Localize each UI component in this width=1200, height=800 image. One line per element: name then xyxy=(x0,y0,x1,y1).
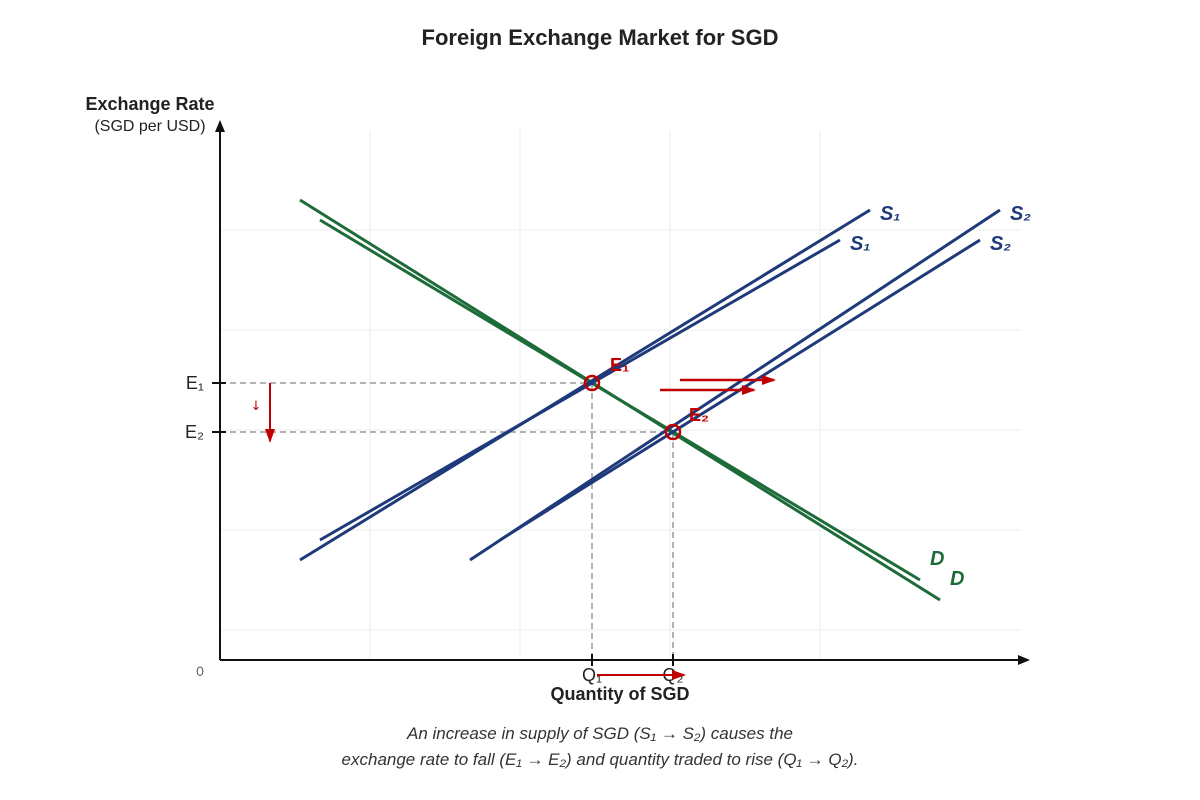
label-d-shadow: D xyxy=(950,568,964,590)
label-s2-shadow: S₂ xyxy=(990,233,1011,255)
label-s1: S₁ xyxy=(880,203,900,225)
equilibrium-e2-marker xyxy=(664,423,682,441)
label-s1-shadow: S₁ xyxy=(850,233,870,255)
equilibrium-e1-label: E₁ xyxy=(610,355,629,375)
supply-curve-s2 xyxy=(469,208,1001,562)
label-d: D xyxy=(930,548,944,570)
supply-curve-s1-shadow xyxy=(319,238,841,542)
tick-label-e2: E₂ xyxy=(185,422,204,442)
axis-ticks xyxy=(212,382,674,666)
supply-shift-arrows xyxy=(660,375,776,395)
equilibrium-e1-marker xyxy=(583,374,601,392)
y-axis-label: Exchange Rate xyxy=(85,94,214,114)
equilibrium-e2-label: E₂ xyxy=(689,405,709,425)
diagram-title: Foreign Exchange Market for SGD xyxy=(422,25,779,50)
origin-label: 0 xyxy=(196,663,204,679)
grid xyxy=(220,130,1020,660)
x-axis-label: Quantity of SGD xyxy=(551,684,690,704)
demand-curves xyxy=(299,198,941,602)
y-axis-sublabel: (SGD per USD) xyxy=(94,118,205,135)
supply-curves xyxy=(299,208,1001,562)
caption-line-2: exchange rate to fall (E₁ → E₂) and quan… xyxy=(341,750,859,769)
label-s2: S₂ xyxy=(1010,203,1031,225)
demand-curve-shadow xyxy=(319,218,921,582)
rate-fall-small-arrow: ↓ xyxy=(251,399,262,414)
tick-label-e1: E₁ xyxy=(186,373,204,393)
tick-label-q1: Q₁ xyxy=(582,665,602,685)
guide-lines xyxy=(220,382,674,660)
caption-line-1: An increase in supply of SGD (S₁ → S₂) c… xyxy=(406,724,793,743)
